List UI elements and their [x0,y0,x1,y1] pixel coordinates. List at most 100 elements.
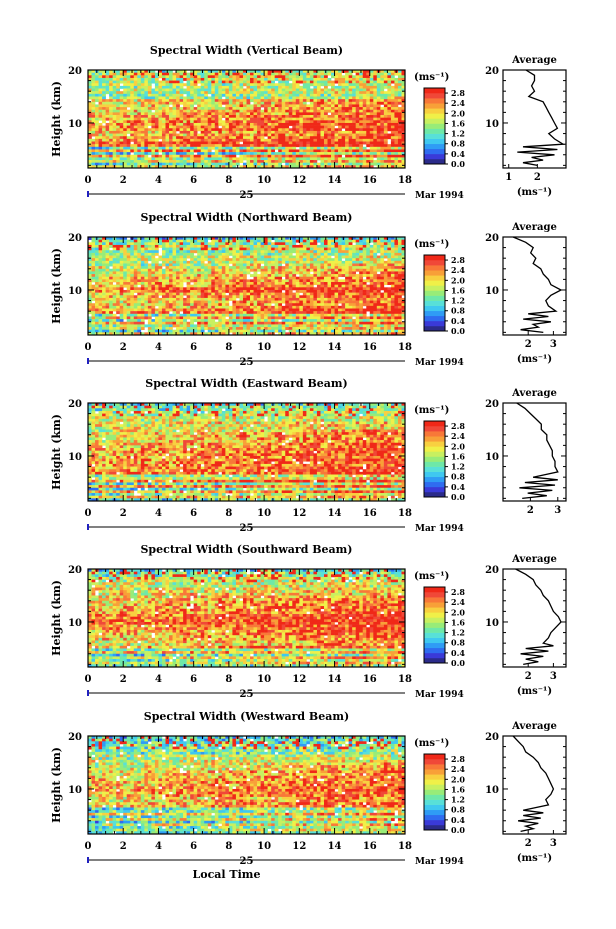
heatmap-cell [123,96,128,100]
heatmap-cell [306,112,311,116]
heatmap-cell [323,268,328,272]
heatmap-cell [179,136,184,140]
heatmap-cell [169,75,173,79]
heatmap-cell [394,91,399,95]
heatmap-cell [225,162,230,166]
heatmap-cell [383,152,388,156]
heatmap-cell [197,263,202,267]
heatmap-cell [172,109,177,113]
heatmap-cell [373,160,378,163]
heatmap-cell [327,144,332,148]
heatmap-cell [116,141,120,145]
heatmap-cell [151,72,156,76]
heatmap-cell [250,112,254,116]
heatmap-cell [133,271,138,275]
heatmap-cell [299,160,304,163]
heatmap-cell [292,83,297,87]
heatmap-cell [401,120,406,124]
heatmap-cell [348,70,353,73]
heatmap-cell [288,75,293,79]
heatmap-cell [267,144,272,148]
heatmap-cell [183,130,187,134]
heatmap-cell [390,75,395,79]
heatmap-cell [154,141,159,145]
heatmap-cell [267,120,272,124]
heatmap-cell [271,162,275,166]
heatmap-cell [235,122,240,126]
heatmap-cell [214,75,219,79]
heatmap-cell [225,72,230,76]
heatmap-cell [250,282,254,285]
heatmap-cell [338,91,342,95]
heatmap-cell [179,125,184,129]
heatmap-cell [246,250,251,254]
heatmap-cell [299,77,304,81]
heatmap-cell [253,99,258,103]
heatmap-cell [373,85,378,89]
heatmap-cell [278,239,283,243]
heatmap-cell [288,268,293,272]
heatmap-cell [200,91,205,95]
heatmap-cell [394,133,399,137]
heatmap-cell [158,133,163,137]
heatmap-cell [137,282,142,285]
heatmap-cell [109,274,113,278]
heatmap-cell [116,128,120,132]
heatmap-cell [327,162,332,166]
heatmap-cell [183,263,187,267]
heatmap-cell [102,152,106,156]
heatmap-cell [235,125,240,129]
heatmap-cell [183,239,187,243]
heatmap-cell [228,120,233,124]
heatmap-cell [207,128,212,132]
heatmap-cell [204,85,209,89]
heatmap-cell [193,96,198,100]
heatmap-cell [172,250,177,254]
heatmap-cell [211,99,216,103]
heatmap-cell [207,260,212,264]
heatmap-cell [186,263,191,267]
heatmap-cell [123,128,128,132]
heatmap-cell [246,107,251,111]
heatmap-cell [383,144,388,148]
heatmap-cell [133,93,138,97]
heatmap-cell [109,252,113,256]
heatmap-cell [207,154,212,158]
heatmap-cell [264,93,268,97]
heatmap-cell [102,120,106,124]
heatmap-cell [327,282,332,285]
heatmap-cell [401,112,406,116]
heatmap-cell [211,152,216,156]
heatmap-cell [387,250,392,254]
heatmap-cell [380,263,385,267]
heatmap-cell [200,274,205,278]
heatmap-cell [306,117,311,121]
heatmap-cell [204,157,209,161]
heatmap-cell [376,80,381,84]
heatmap-cell [95,128,99,132]
heatmap-cell [257,252,261,256]
heatmap-cell [133,75,138,79]
heatmap-cell [147,77,152,81]
heatmap-cell [151,274,156,278]
heatmap-cell [183,279,187,283]
heatmap-cell [345,276,349,280]
heatmap-cell [88,122,92,126]
heatmap-cell [133,91,138,95]
heatmap-cell [355,162,360,166]
heatmap-cell [179,271,184,275]
heatmap-cell [179,77,184,81]
heatmap-cell [242,141,247,145]
heatmap-cell [295,263,300,267]
heatmap-cell [359,91,364,95]
heatmap-cell [253,276,258,280]
heatmap-cell [98,88,103,92]
heatmap-cell [130,154,135,158]
heatmap-cell [133,130,138,134]
heatmap-cell [204,133,209,137]
heatmap-cell [225,266,230,270]
heatmap-cell [334,263,339,267]
heatmap-cell [362,107,367,111]
heatmap-cell [246,112,251,116]
heatmap-cell [250,130,254,134]
